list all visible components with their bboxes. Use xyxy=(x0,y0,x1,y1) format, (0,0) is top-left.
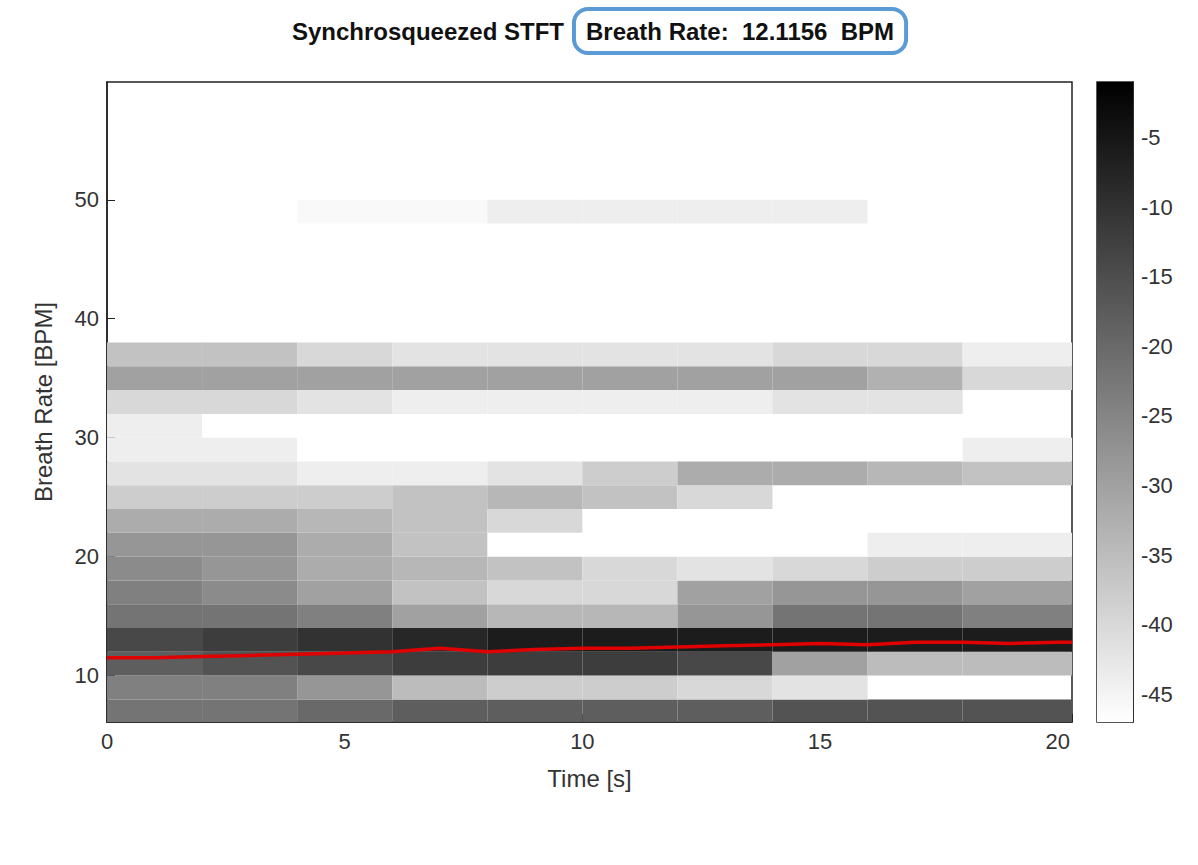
svg-text:-20: -20 xyxy=(1141,334,1173,359)
svg-text:Synchrosqueezed STFT: Synchrosqueezed STFT xyxy=(292,18,564,45)
svg-text:0: 0 xyxy=(101,729,113,754)
svg-text:50: 50 xyxy=(75,187,99,212)
svg-text:10: 10 xyxy=(570,729,594,754)
svg-text:10: 10 xyxy=(75,663,99,688)
svg-text:15: 15 xyxy=(808,729,832,754)
svg-text:-15: -15 xyxy=(1141,264,1173,289)
svg-text:-5: -5 xyxy=(1141,125,1161,150)
svg-text:-45: -45 xyxy=(1141,682,1173,707)
svg-text:-40: -40 xyxy=(1141,612,1173,637)
svg-text:-10: -10 xyxy=(1141,195,1173,220)
svg-text:Breath Rate: 12.1156 BPM: Breath Rate: 12.1156 BPM xyxy=(586,18,894,45)
svg-text:20: 20 xyxy=(75,544,99,569)
svg-text:Time [s]: Time [s] xyxy=(547,765,631,792)
svg-text:40: 40 xyxy=(75,306,99,331)
svg-text:Breath Rate [BPM]: Breath Rate [BPM] xyxy=(30,302,57,502)
svg-text:30: 30 xyxy=(75,425,99,450)
svg-text:-25: -25 xyxy=(1141,403,1173,428)
svg-text:5: 5 xyxy=(339,729,351,754)
svg-text:-30: -30 xyxy=(1141,473,1173,498)
svg-text:20: 20 xyxy=(1045,729,1069,754)
svg-text:-35: -35 xyxy=(1141,543,1173,568)
